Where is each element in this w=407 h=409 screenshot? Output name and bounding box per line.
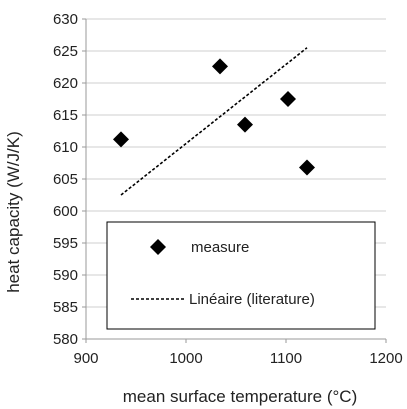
legend-measure-marker [150, 239, 166, 255]
measure-point [280, 91, 296, 107]
y-tick-label: 585 [53, 299, 78, 316]
y-tick-label: 590 [53, 267, 78, 284]
legend-box [106, 221, 376, 330]
measure-point [299, 159, 315, 176]
legend-literature-label: Linéaire (literature) [189, 291, 315, 308]
series-points [113, 58, 315, 176]
x-tick-label: 900 [73, 350, 98, 367]
x-tick-labels: 900 1000 1100 1200 [73, 350, 402, 367]
y-tick-label: 600 [53, 203, 78, 220]
y-tick-labels: 580 585 590 595 600 605 610 615 620 625 630 [53, 11, 78, 348]
legend: measure Linéaire (literature) [106, 221, 376, 330]
y-tick-label: 630 [53, 11, 78, 28]
x-tick-label: 1200 [369, 350, 402, 367]
y-tick-label: 595 [53, 235, 78, 252]
y-axis-title: heat capacity (W/J/K) [4, 131, 23, 293]
legend-measure-label: measure [191, 239, 249, 256]
measure-point [212, 58, 228, 75]
y-tick-label: 580 [53, 331, 78, 348]
measure-point [237, 116, 253, 133]
y-tick-label: 605 [53, 171, 78, 188]
x-tick-label: 1100 [270, 350, 302, 367]
y-tick-label: 625 [53, 43, 78, 60]
y-tick-label: 615 [53, 107, 78, 124]
y-tick-label: 620 [53, 75, 78, 92]
literature-trendline [120, 47, 308, 196]
x-axis-title: mean surface temperature (°C) [123, 387, 358, 406]
y-tick-label: 610 [53, 139, 78, 156]
axes [82, 18, 387, 343]
measure-point [113, 131, 129, 148]
series-lines [120, 47, 308, 196]
x-tick-label: 1000 [169, 350, 202, 367]
